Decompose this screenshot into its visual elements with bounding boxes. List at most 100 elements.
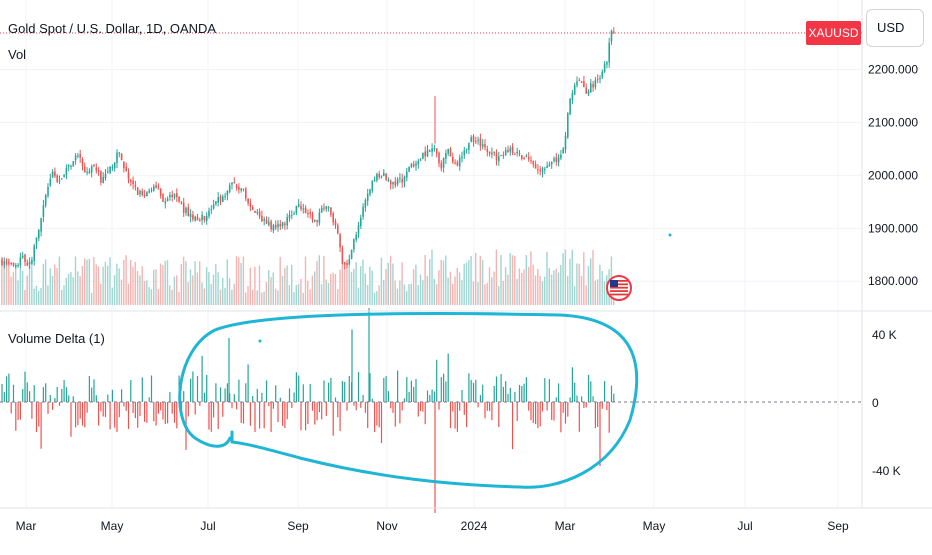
price-candle-body — [249, 203, 252, 207]
price-candle-body — [578, 80, 581, 82]
volume-delta-bar — [72, 396, 74, 402]
price-candle-body — [81, 159, 84, 166]
volume-delta-bar — [406, 377, 408, 402]
volume-bar — [107, 265, 109, 305]
price-candle-body — [355, 234, 357, 240]
volume-bar — [35, 285, 38, 305]
volume-bar — [350, 271, 353, 305]
volume-bar — [406, 291, 408, 305]
volume-bar — [403, 284, 406, 305]
volume-bar — [452, 283, 454, 305]
price-candle-body — [210, 209, 213, 211]
volume-bar — [293, 292, 295, 305]
price-candle-body — [410, 164, 413, 167]
volume-delta-bar — [415, 378, 417, 402]
volume-bar — [320, 284, 323, 305]
price-candle-body — [35, 237, 38, 245]
volume-bar — [224, 287, 226, 305]
volume-delta-bar — [613, 393, 615, 402]
volume-delta-bar — [516, 402, 518, 421]
volume-delta-bar — [318, 402, 320, 413]
volume-delta-bar — [157, 402, 159, 414]
price-candle-body — [279, 224, 282, 227]
economic-event-flag-icon — [606, 275, 632, 301]
volume-bar — [302, 292, 304, 305]
price-candle-body — [408, 167, 410, 172]
price-tick-label: 2200.000 — [868, 63, 918, 77]
volume-delta-bar — [3, 392, 5, 402]
price-candle-body — [12, 262, 15, 266]
price-candle-body — [486, 148, 489, 152]
volume-bar — [330, 274, 332, 305]
volume-delta-bar — [272, 402, 274, 409]
volume-delta-bar — [279, 397, 281, 402]
price-candle-body — [226, 191, 229, 196]
volume-delta-bar — [555, 397, 557, 402]
volume-delta-bar — [144, 402, 146, 422]
price-candle-body — [507, 149, 509, 153]
volume-delta-bar — [410, 380, 412, 402]
price-candle-body — [54, 171, 56, 177]
volume-bar — [514, 255, 516, 305]
volume-delta-bar — [256, 388, 258, 402]
volume-delta-bar — [284, 402, 286, 428]
volume-bar — [1, 265, 3, 305]
volume-bar — [210, 283, 212, 305]
price-candle-body — [288, 215, 291, 219]
price-candle-body — [215, 201, 217, 205]
price-candle-body — [366, 193, 369, 201]
volume-delta-bar — [339, 402, 341, 432]
volume-bar — [196, 272, 199, 305]
volume-bar — [426, 275, 429, 305]
price-candle-body — [385, 173, 387, 180]
volume-delta-bar — [183, 391, 185, 402]
volume-delta-bar — [422, 402, 424, 412]
volume-delta-bar — [93, 379, 95, 402]
price-candle-body — [84, 166, 86, 173]
volume-bar — [488, 267, 491, 305]
currency-button[interactable]: USD — [866, 9, 924, 47]
volume-bar — [327, 282, 330, 305]
volume-delta-bar — [592, 396, 594, 402]
price-candle-body — [93, 164, 95, 167]
volume-delta-bar — [208, 402, 210, 430]
price-candle-body — [594, 80, 597, 88]
price-candle-body — [438, 152, 440, 164]
volume-bar — [205, 267, 208, 305]
volume-delta-bar — [376, 402, 378, 426]
price-candle-body — [396, 178, 399, 185]
price-candle-body — [527, 157, 530, 160]
volume-bar — [217, 272, 219, 305]
volume-delta-bar — [100, 402, 102, 412]
volume-delta-bar — [277, 402, 279, 423]
volume-bar — [408, 284, 410, 305]
volume-delta-bar — [364, 402, 366, 413]
volume-delta-bar — [173, 402, 176, 423]
volume-bar — [169, 285, 171, 305]
price-candle-body — [389, 180, 392, 185]
volume-delta-bar — [187, 402, 189, 417]
volume-bar — [378, 285, 380, 305]
volume-bar — [5, 257, 8, 305]
volume-delta-bar — [42, 387, 44, 402]
volume-delta-bar — [314, 402, 316, 425]
volume-delta-bar — [479, 395, 481, 402]
price-candle-body — [376, 173, 378, 181]
volume-bar — [189, 269, 192, 305]
volume-delta-bar — [394, 402, 396, 427]
volume-delta-bar — [583, 402, 585, 408]
volume-delta-bar — [132, 402, 134, 414]
volume-delta-bar — [228, 338, 230, 402]
volume-bar — [203, 288, 205, 305]
volume-delta-bar — [121, 389, 123, 402]
price-candle-body — [293, 213, 295, 215]
volume-delta-bar — [219, 387, 222, 402]
price-candle-body — [369, 189, 371, 195]
volume-bar — [100, 283, 102, 305]
volume-delta-bar — [551, 402, 553, 420]
price-candle-body — [113, 162, 116, 169]
volume-delta-bar — [560, 402, 562, 433]
price-tick-label: 2000.000 — [868, 168, 918, 182]
